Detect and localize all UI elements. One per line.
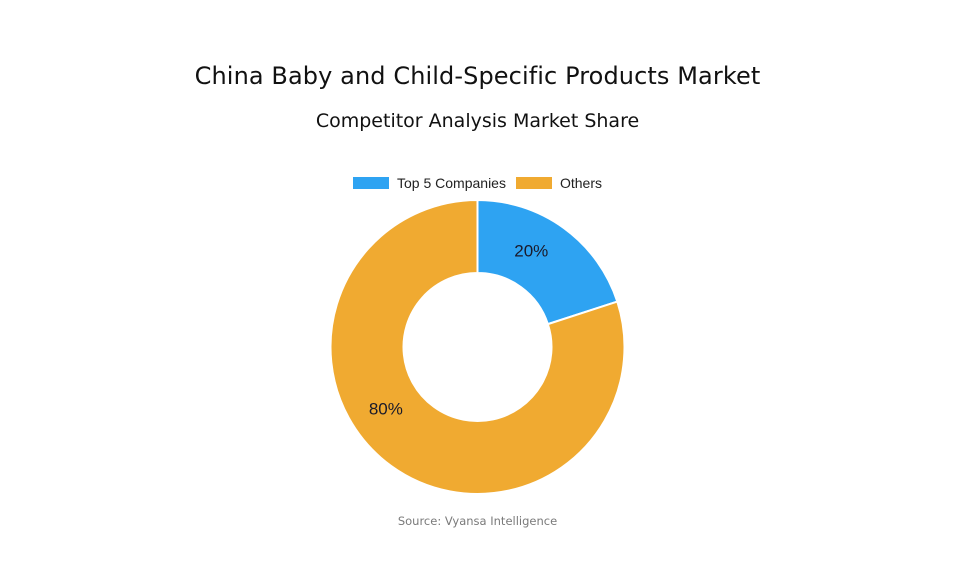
legend-label-top-5-companies: Top 5 Companies xyxy=(397,175,506,191)
slice-label-top-5-companies: 20% xyxy=(514,241,548,260)
slice-label-others: 80% xyxy=(369,400,403,419)
legend-label-others: Others xyxy=(559,175,602,191)
legend-item-others[interactable]: Others xyxy=(515,175,602,191)
legend-swatch-top-5-companies xyxy=(353,177,390,189)
legend-item-top-5-companies[interactable]: Top 5 Companies xyxy=(353,175,506,191)
donut-slice-top-5-companies[interactable] xyxy=(476,198,619,326)
donut-slice-others[interactable] xyxy=(329,198,626,495)
donut-slices xyxy=(329,198,626,495)
chart-title: China Baby and Child-Specific Products M… xyxy=(194,62,761,90)
donut-labels: 20% 80% xyxy=(369,241,548,418)
source-note: Source: Vyansa Intelligence xyxy=(397,514,558,528)
legend-swatch-others xyxy=(515,177,552,189)
chart-subtitle: Competitor Analysis Market Share xyxy=(315,110,640,132)
chart-legend: Top 5 Companies Others xyxy=(0,175,955,191)
